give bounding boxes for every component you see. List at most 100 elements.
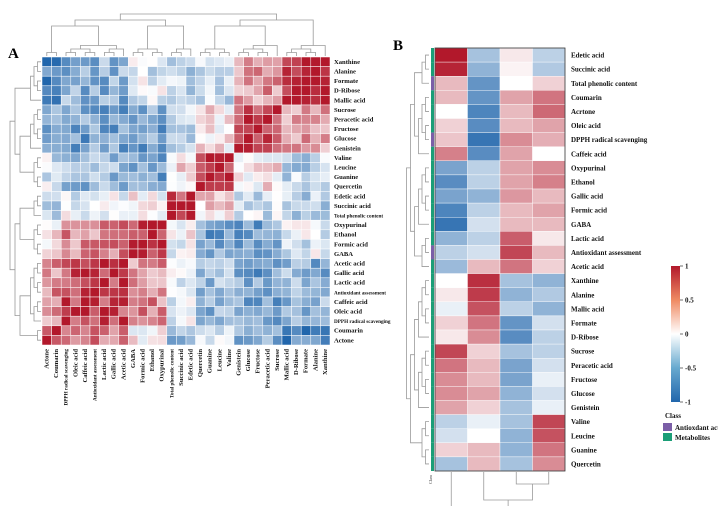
class-annotation-cell: [431, 160, 434, 175]
correlation-cell: [320, 229, 331, 240]
correlation-cell: [156, 335, 168, 346]
dendrogram-branch: [219, 52, 230, 56]
correlation-cell: [272, 258, 283, 269]
dendrogram-branch: [286, 52, 297, 56]
correlation-cell: [262, 315, 273, 327]
correlation-cell: [118, 56, 129, 67]
correlation-cell: [252, 181, 264, 192]
correlation-cell: [252, 306, 264, 317]
correlation-cell: [137, 114, 148, 125]
correlation-cell: [176, 229, 187, 240]
correlation-cell: [281, 56, 292, 67]
correlation-cell: [128, 162, 139, 173]
correlation-cell: [147, 219, 158, 231]
correlation-row-label: Mallic acid: [334, 97, 366, 104]
correlation-cell: [118, 75, 129, 87]
correlation-cell: [41, 162, 52, 173]
correlation-cell: [224, 335, 235, 346]
correlation-cell: [99, 56, 110, 67]
correlation-cell: [214, 248, 225, 259]
correlation-row-label: Fructose: [334, 126, 359, 133]
correlation-cell: [233, 239, 244, 250]
correlation-cell: [224, 239, 235, 250]
correlation-cell: [118, 267, 129, 279]
correlation-cell: [147, 248, 158, 259]
correlation-cell: [70, 200, 81, 211]
correlation-cell: [243, 114, 254, 125]
class-heatmap-cell: [532, 90, 566, 105]
class-heatmap-cell: [467, 104, 501, 119]
class-heatmap-cell: [532, 358, 566, 373]
class-annotation-cell: [431, 287, 434, 302]
correlation-cell: [41, 104, 52, 115]
correlation-cell: [166, 219, 177, 231]
correlation-cell: [176, 296, 187, 307]
correlation-cell: [291, 104, 302, 115]
correlation-cell: [185, 143, 196, 154]
dendrogram-branch: [418, 188, 429, 225]
correlation-cell: [195, 335, 206, 346]
correlation-cell: [320, 123, 331, 135]
correlation-cell: [128, 133, 139, 144]
dendrogram-branch: [425, 237, 429, 253]
correlation-cell: [300, 315, 312, 327]
correlation-cell: [60, 181, 72, 192]
correlation-cell: [320, 133, 331, 144]
correlation-cell: [272, 181, 283, 192]
correlation-cell: [243, 85, 254, 96]
correlation-column-label: Fructose: [255, 349, 262, 374]
class-row-label: Caffeic acid: [571, 150, 607, 158]
correlation-column-label: Glucose: [245, 349, 252, 371]
class-heatmap-cell: [499, 287, 533, 303]
correlation-cell: [185, 277, 196, 288]
correlation-cell: [108, 210, 120, 221]
correlation-cell: [310, 162, 321, 173]
correlation-cell: [128, 181, 139, 192]
correlation-cell: [204, 219, 216, 231]
correlation-cell: [176, 143, 187, 154]
correlation-cell: [80, 191, 91, 202]
dendrogram-branch: [425, 195, 429, 211]
correlation-cell: [70, 335, 81, 346]
correlation-cell: [185, 239, 196, 250]
correlation-column-label: Edetic acid: [188, 349, 195, 381]
correlation-cell: [137, 325, 148, 336]
correlation-cell: [156, 191, 168, 202]
correlation-cell: [128, 114, 139, 125]
correlation-cell: [272, 315, 283, 327]
correlation-cell: [310, 267, 321, 279]
correlation-cell: [51, 267, 62, 279]
correlation-cell: [272, 277, 283, 288]
correlation-cell: [70, 277, 81, 288]
correlation-cell: [147, 85, 158, 96]
dendrogram-branch: [119, 13, 277, 20]
correlation-cell: [176, 200, 187, 211]
correlation-cell: [300, 95, 312, 106]
correlation-cell: [128, 248, 139, 259]
correlation-cell: [281, 143, 292, 154]
correlation-cell: [214, 162, 225, 173]
correlation-cell: [156, 152, 168, 163]
correlation-cell: [320, 66, 331, 77]
dendrogram-branch: [37, 282, 41, 293]
correlation-cell: [99, 181, 110, 192]
class-heatmap-cell: [467, 442, 501, 458]
correlation-cell: [70, 143, 81, 154]
correlation-cell: [243, 296, 254, 307]
dendrogram-branch: [37, 301, 41, 312]
class-row-label: Acrtone: [571, 108, 595, 116]
correlation-cell: [195, 114, 206, 125]
correlation-row-label: Lactic acid: [334, 280, 365, 287]
correlation-cell: [195, 229, 206, 240]
correlation-cell: [281, 248, 292, 259]
class-annotation-cell: [431, 245, 434, 260]
correlation-cell: [108, 248, 120, 259]
correlation-cell: [128, 75, 139, 87]
correlation-row-label: Guanine: [334, 174, 358, 181]
correlation-cell: [300, 210, 312, 221]
class-annotation-cell: [431, 386, 434, 401]
correlation-row-label: Caffeic acid: [334, 299, 368, 306]
correlation-cell: [51, 104, 62, 115]
correlation-cell: [252, 123, 264, 135]
correlation-cell: [156, 162, 168, 173]
